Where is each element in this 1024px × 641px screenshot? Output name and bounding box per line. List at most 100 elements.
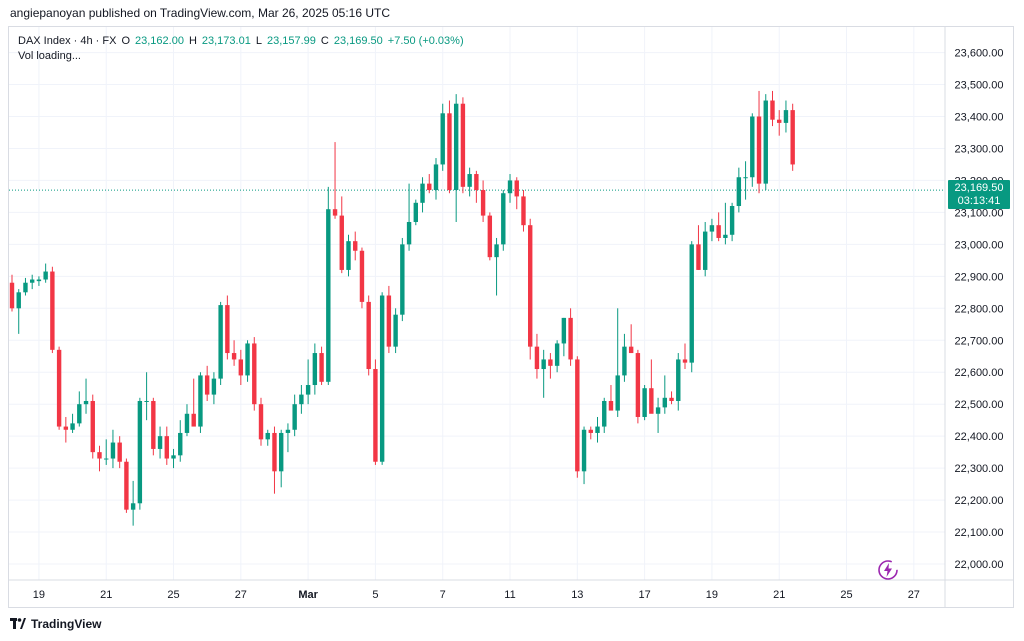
candle-body: [346, 241, 351, 270]
legend-close-value: 23,169.50: [333, 35, 383, 47]
candle-body: [178, 432, 183, 456]
volume-status: Vol loading...: [18, 50, 81, 62]
candle-body: [144, 400, 149, 402]
candle-body: [447, 113, 452, 191]
chart-frame[interactable]: [8, 26, 1014, 608]
candle-body: [50, 271, 55, 350]
candle-body: [494, 244, 499, 258]
y-tick-label: 23,600.00: [955, 48, 1004, 60]
candle-body: [218, 305, 223, 379]
candle-body: [366, 301, 371, 370]
candle-body: [777, 119, 782, 123]
candle-body: [63, 426, 69, 430]
candle-body: [635, 353, 641, 417]
legend-change: +7.50 (+0.03%): [387, 35, 464, 47]
candle-body: [487, 215, 493, 258]
candle-body: [723, 234, 728, 238]
candle-body: [211, 378, 217, 395]
y-tick-label: 22,000.00: [955, 559, 1004, 571]
candle-body: [655, 407, 661, 414]
candle-body: [231, 353, 237, 360]
candle-body: [326, 209, 331, 382]
candle-body: [682, 359, 688, 363]
candle-body: [9, 282, 15, 309]
candle-body: [151, 400, 156, 449]
x-tick-label: 25: [167, 589, 179, 601]
legend-ohlc-row: DAX Index · 4h · FX O 23,162.00 H 23,173.0…: [18, 34, 464, 49]
candle-body: [783, 110, 789, 123]
axes: 22,000.00 22,100.00 22,200.00 22,300.00 22,4…: [9, 27, 1014, 608]
candle-body: [77, 404, 82, 424]
x-tick-label: 7: [440, 589, 446, 601]
candle-body: [453, 103, 459, 191]
candle-body: [70, 423, 75, 430]
x-tick-label: 17: [638, 589, 650, 601]
x-tick-label: 11: [504, 589, 515, 601]
y-tick-label: 22,700.00: [955, 335, 1004, 347]
tradingview-brand[interactable]: TradingView: [10, 617, 101, 631]
candle-body: [279, 432, 284, 472]
candle-body: [245, 343, 250, 376]
candle-body: [292, 404, 297, 430]
candle-body: [184, 413, 190, 433]
candle-body: [359, 250, 365, 302]
candle-body: [393, 314, 398, 347]
candle-body: [36, 279, 42, 282]
candle-body: [319, 353, 324, 382]
candle-body: [332, 209, 338, 216]
candle-body: [622, 346, 627, 376]
candle-body: [474, 174, 479, 191]
candle-body: [676, 359, 681, 401]
candle-body: [305, 385, 311, 395]
candle-body: [137, 400, 143, 504]
candle-body: [258, 404, 264, 440]
candle-body: [750, 116, 755, 178]
legend-symbol[interactable]: DAX Index · 4h · FX: [18, 35, 117, 47]
candle-body: [23, 282, 28, 293]
y-tick-label: 22,600.00: [955, 367, 1004, 379]
candles: [9, 90, 795, 526]
candle-body: [669, 397, 674, 401]
x-tick-label: 13: [571, 589, 583, 601]
candle-body: [413, 202, 418, 222]
candle-body: [130, 503, 136, 510]
grid-lines: [9, 27, 945, 580]
candle-body: [198, 375, 203, 427]
candle-body: [642, 388, 647, 417]
candle-body: [272, 432, 277, 472]
legend-low-label: L: [255, 35, 262, 47]
y-tick-label: 22,200.00: [955, 495, 1004, 507]
candle-body: [521, 196, 526, 226]
y-tick-label: 23,400.00: [955, 112, 1004, 124]
candle-body: [716, 225, 721, 238]
candle-body: [548, 359, 553, 366]
candle-body: [379, 295, 385, 462]
last-price-tag: 23,169.50 03:13:41: [948, 180, 1010, 210]
candle-body: [90, 400, 95, 453]
candle-body: [353, 241, 358, 251]
candle-body: [157, 436, 163, 449]
candle-body: [534, 346, 540, 370]
y-tick-label: 22,500.00: [955, 399, 1004, 411]
candle-body: [595, 426, 600, 433]
candle-body: [568, 317, 573, 360]
candle-body: [204, 375, 210, 395]
candle-body: [110, 442, 116, 459]
candle-body: [756, 116, 762, 184]
x-tick-label: 21: [773, 589, 785, 601]
y-tick-label: 22,800.00: [955, 303, 1004, 315]
candle-body: [541, 359, 546, 370]
candle-body: [164, 436, 169, 459]
candle-body: [252, 343, 257, 405]
tradingview-logo-icon: [10, 618, 26, 629]
candle-body: [312, 353, 318, 386]
candle-body: [689, 244, 694, 363]
candle-body: [602, 400, 607, 427]
candle-body: [554, 343, 560, 366]
candle-body: [386, 295, 392, 347]
publish-line: angiepanoyan published on TradingView.co…: [10, 6, 391, 20]
y-tick-label: 23,100.00: [955, 207, 1004, 219]
candle-body: [420, 183, 425, 203]
alert-bolt-icon[interactable]: [877, 559, 899, 581]
